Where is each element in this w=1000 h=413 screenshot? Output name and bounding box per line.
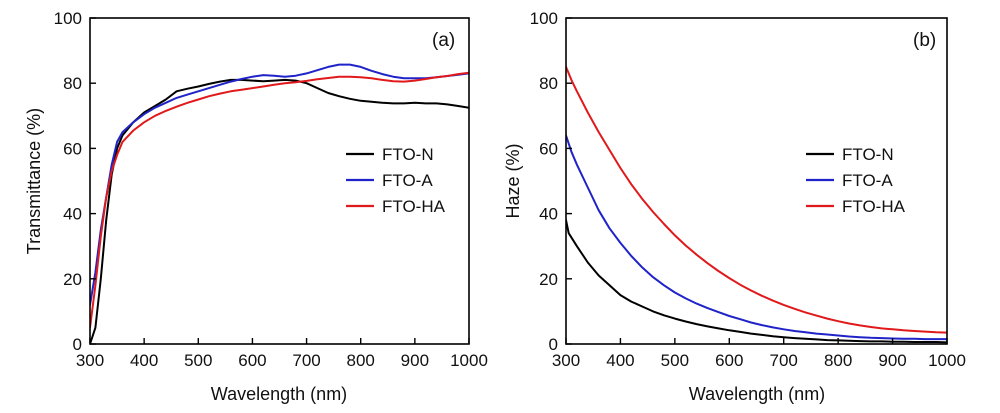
x-tick-label: 600 [715,351,743,370]
x-tick-label: 700 [770,351,798,370]
y-tick-label: 40 [539,205,558,224]
legend-label: FTO-HA [382,197,446,216]
x-axis-title: Wavelength (nm) [211,384,347,404]
y-axis-title: Transmittance (%) [24,108,44,254]
y-tick-label: 80 [63,74,82,93]
x-tick-label: 700 [292,351,320,370]
panel-label: (a) [432,30,455,51]
x-tick-label: 300 [552,351,580,370]
x-tick-label: 1000 [450,351,488,370]
legend-label: FTO-A [382,171,433,190]
x-tick-label: 1000 [928,351,966,370]
y-tick-label: 40 [63,205,82,224]
legend-label: FTO-N [382,145,434,164]
y-axis-title: Haze (%) [503,143,523,218]
legend-label: FTO-N [842,145,894,164]
haze-panel: (b) Wavelength (nm) Haze (%) 300 400 500 60… [503,9,966,404]
x-tick-label: 900 [401,351,429,370]
x-tick-label: 800 [824,351,852,370]
series-line-fto-a [90,63,469,306]
panel-label: (b) [913,30,936,51]
series-line-fto-ha [90,71,469,329]
x-tick-label: 400 [606,351,634,370]
y-tick-label: 20 [539,270,558,289]
plot-frame [89,17,470,345]
series-line-fto-n [90,78,469,344]
y-tick-label: 0 [73,335,82,354]
x-tick-label: 800 [347,351,375,370]
transmittance-panel: (a) Wavelength (nm) Transmittance (%) 30… [24,9,488,404]
series-line-fto-ha [566,65,947,334]
x-axis-title: Wavelength (nm) [689,384,825,404]
y-tick-label: 100 [530,9,558,28]
x-tick-label: 400 [130,351,158,370]
x-tick-label: 600 [238,351,266,370]
y-tick-label: 60 [539,139,558,158]
y-tick-label: 20 [63,270,82,289]
legend-label: FTO-HA [842,197,906,216]
series-line-fto-a [566,134,947,341]
x-tick-label: 500 [661,351,689,370]
y-tick-label: 0 [549,335,558,354]
plot-frame [565,17,948,345]
x-tick-label: 300 [76,351,104,370]
legend-label: FTO-A [842,171,893,190]
y-tick-label: 100 [54,9,82,28]
y-tick-label: 60 [63,139,82,158]
y-tick-label: 80 [539,74,558,93]
x-tick-label: 500 [184,351,212,370]
series-line-fto-n [566,219,947,344]
x-tick-label: 900 [878,351,906,370]
